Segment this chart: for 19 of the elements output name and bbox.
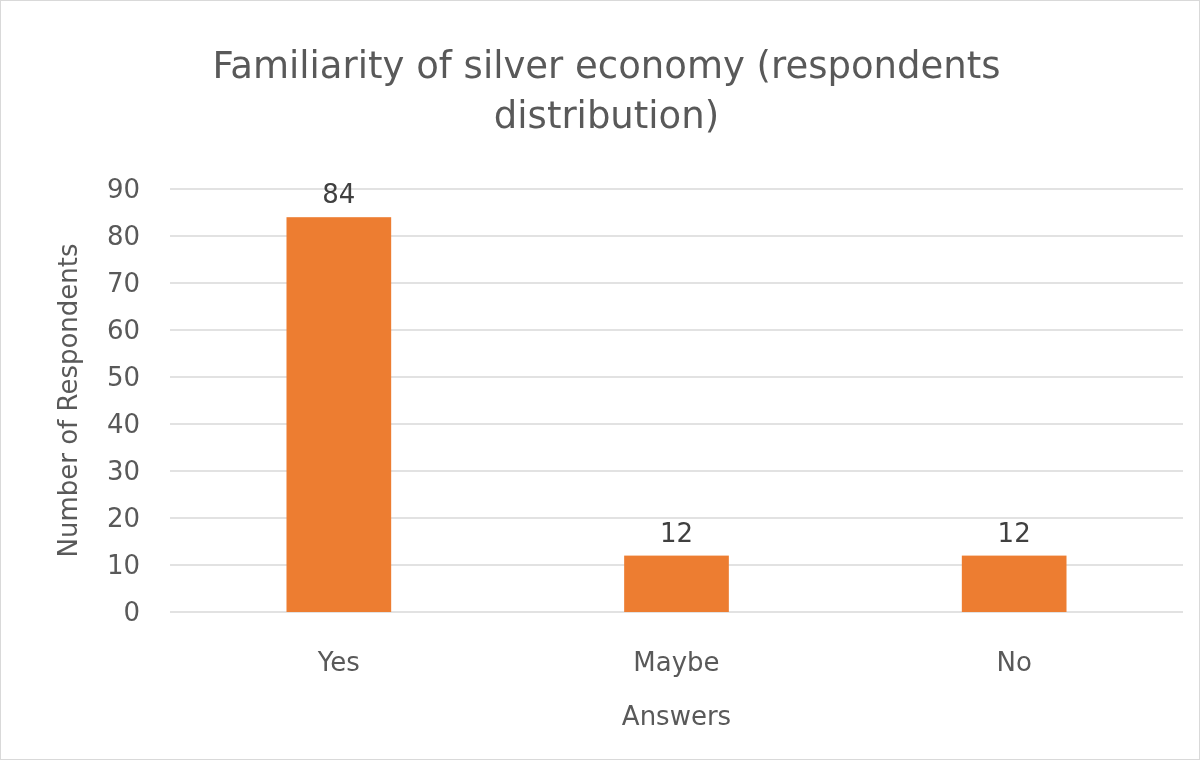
y-tick-label: 90 — [106, 174, 140, 205]
y-axis-title: Number of Respondents — [53, 243, 84, 558]
data-label: 12 — [659, 517, 694, 548]
y-tick-label: 50 — [106, 362, 140, 393]
data-label: 84 — [322, 179, 356, 210]
y-tick-label: 60 — [106, 315, 140, 346]
data-label: 12 — [997, 517, 1031, 548]
y-tick-label: 30 — [106, 456, 140, 487]
y-tick-label: 70 — [106, 268, 140, 299]
x-tick-label: No — [996, 647, 1032, 678]
y-tick-label: 80 — [106, 221, 140, 252]
y-tick-label: 0 — [123, 597, 140, 628]
x-tick-label: Yes — [316, 647, 360, 678]
y-tick-label: 10 — [106, 550, 140, 581]
x-axis-title: Answers — [621, 701, 732, 732]
chart-title: Familiarity of silver economy (respondents distribution) — [212, 44, 1001, 137]
y-tick-label: 20 — [106, 503, 140, 534]
y-tick-label: 40 — [106, 409, 140, 440]
x-tick-label: Maybe — [633, 647, 720, 678]
